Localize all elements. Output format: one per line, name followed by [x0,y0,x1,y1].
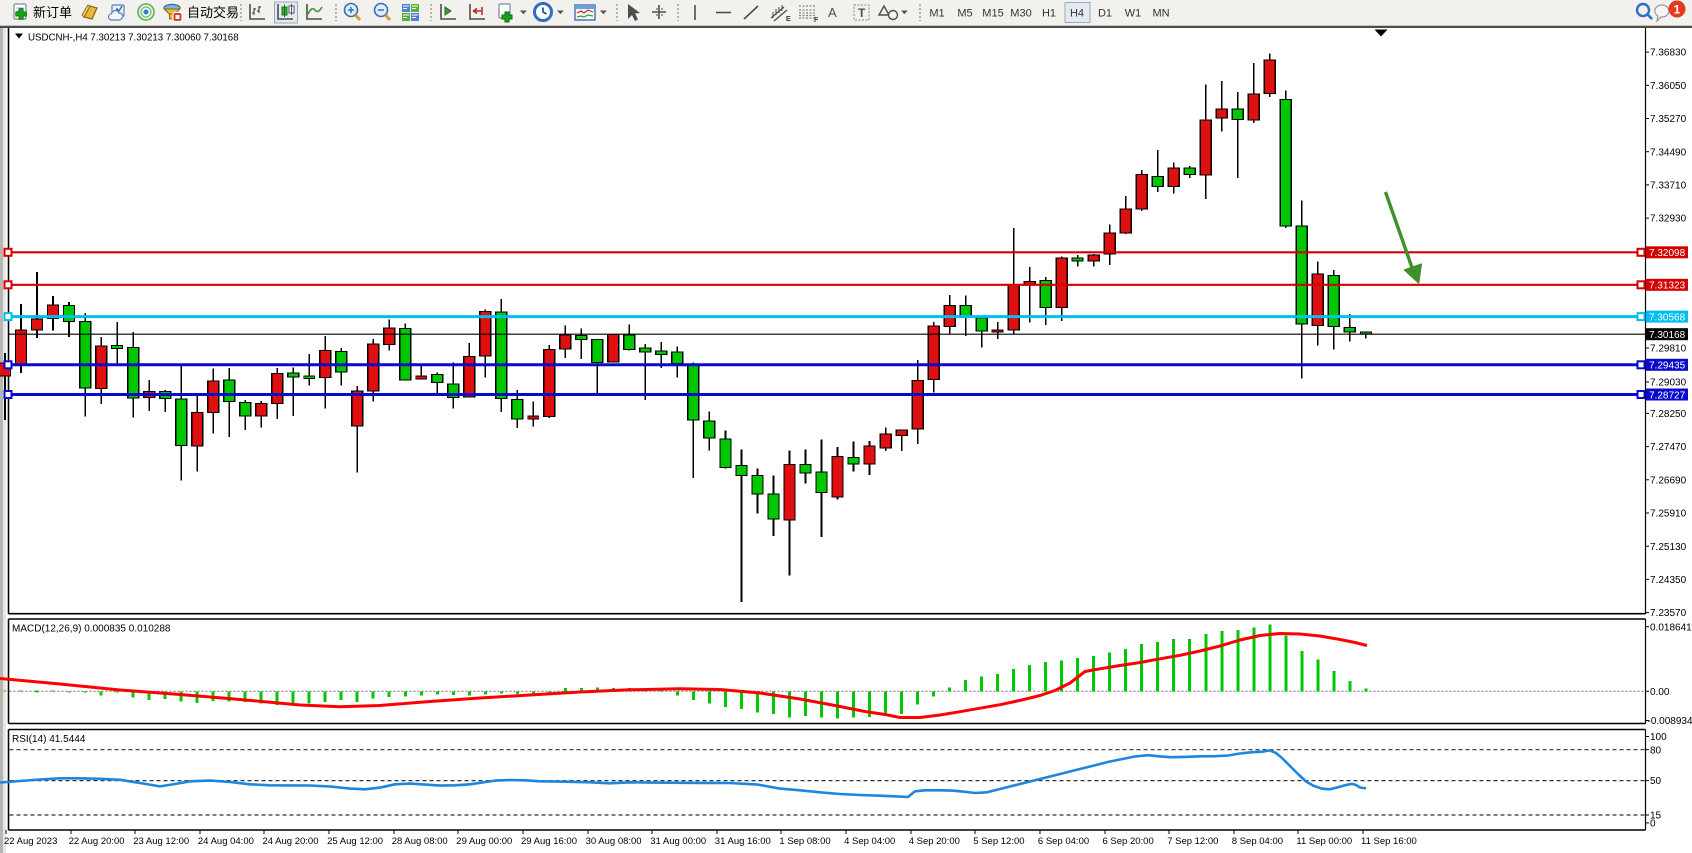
svg-text:30 Aug 08:00: 30 Aug 08:00 [586,836,642,847]
svg-text:22 Aug 20:00: 22 Aug 20:00 [69,836,125,847]
svg-text:F: F [814,17,819,24]
svg-text:29 Aug 00:00: 29 Aug 00:00 [456,836,512,847]
svg-text:M5: M5 [957,8,972,20]
svg-text:7.35270: 7.35270 [1650,114,1687,125]
svg-text:4 Sep 20:00: 4 Sep 20:00 [909,836,960,847]
svg-text:24 Aug 20:00: 24 Aug 20:00 [263,836,319,847]
svg-text:7.33710: 7.33710 [1650,181,1687,192]
svg-text:7.25910: 7.25910 [1650,509,1687,520]
svg-text:31 Aug 00:00: 31 Aug 00:00 [650,836,706,847]
svg-text:24 Aug 04:00: 24 Aug 04:00 [198,836,254,847]
svg-text:A: A [828,5,837,20]
svg-text:T: T [858,6,866,20]
svg-text:80: 80 [1650,745,1662,756]
svg-text:7.24350: 7.24350 [1650,575,1687,586]
svg-text:M15: M15 [982,8,1003,20]
svg-text:7.30168: 7.30168 [1649,330,1686,341]
svg-text:7.32930: 7.32930 [1650,214,1687,225]
svg-text:7.26690: 7.26690 [1650,475,1687,486]
svg-text:1: 1 [1674,3,1681,17]
svg-text:23 Aug 12:00: 23 Aug 12:00 [133,836,189,847]
svg-text:7.36830: 7.36830 [1650,48,1687,59]
svg-text:M1: M1 [929,8,944,20]
svg-text:7.31323: 7.31323 [1649,281,1686,292]
svg-text:7.36050: 7.36050 [1650,81,1687,92]
svg-text:D1: D1 [1098,8,1112,20]
svg-text:自动交易: 自动交易 [187,5,239,20]
svg-text:50: 50 [1650,776,1662,787]
svg-text:1 Sep 08:00: 1 Sep 08:00 [779,836,830,847]
svg-text:7.32098: 7.32098 [1649,248,1686,259]
svg-text:11 Sep 00:00: 11 Sep 00:00 [1296,836,1352,847]
svg-text:29 Aug 16:00: 29 Aug 16:00 [521,836,577,847]
svg-text:8 Sep 04:00: 8 Sep 04:00 [1232,836,1283,847]
svg-text:22 Aug 2023: 22 Aug 2023 [4,836,57,847]
svg-text:6 Sep 04:00: 6 Sep 04:00 [1038,836,1089,847]
svg-text:W1: W1 [1125,8,1142,20]
svg-text:7.29030: 7.29030 [1650,378,1687,389]
svg-text:7 Sep 12:00: 7 Sep 12:00 [1167,836,1218,847]
svg-text:7.28250: 7.28250 [1650,409,1687,420]
svg-text:7.25130: 7.25130 [1650,542,1687,553]
svg-text:7.29810: 7.29810 [1650,344,1687,355]
svg-text:7.27470: 7.27470 [1650,442,1687,453]
svg-text:新订单: 新订单 [33,5,72,20]
svg-text:0.00: 0.00 [1650,687,1670,698]
svg-text:100: 100 [1650,732,1667,743]
svg-text:H1: H1 [1042,8,1056,20]
svg-text:0: 0 [1650,819,1656,830]
svg-text:6 Sep 20:00: 6 Sep 20:00 [1103,836,1154,847]
svg-text:7.34490: 7.34490 [1650,147,1687,158]
svg-text:25 Aug 12:00: 25 Aug 12:00 [327,836,383,847]
svg-text:MN: MN [1152,8,1169,20]
svg-text:11 Sep 16:00: 11 Sep 16:00 [1361,836,1417,847]
svg-text:0.018641: 0.018641 [1650,622,1692,633]
svg-text:15: 15 [1650,811,1662,822]
svg-text:28 Aug 08:00: 28 Aug 08:00 [392,836,448,847]
svg-text:7.30568: 7.30568 [1649,312,1686,323]
svg-text:7.29435: 7.29435 [1649,361,1686,372]
svg-text:4 Sep 04:00: 4 Sep 04:00 [844,836,895,847]
svg-text:-0.008934: -0.008934 [1648,716,1692,727]
svg-text:31 Aug 16:00: 31 Aug 16:00 [715,836,771,847]
svg-text:M30: M30 [1010,8,1031,20]
svg-text:E: E [786,16,791,23]
svg-text:RSI(14) 41.5444: RSI(14) 41.5444 [12,734,86,745]
svg-text:7.28727: 7.28727 [1649,390,1686,401]
svg-text:USDCNH-,H4 7.30213 7.30213 7.: USDCNH-,H4 7.30213 7.30213 7.30060 7.301… [28,33,239,44]
svg-text:MACD(12,26,9) 0.000835 0.01028: MACD(12,26,9) 0.000835 0.010288 [12,624,171,635]
svg-text:5 Sep 12:00: 5 Sep 12:00 [973,836,1024,847]
svg-text:7.23570: 7.23570 [1650,608,1687,619]
svg-text:H4: H4 [1070,8,1084,20]
